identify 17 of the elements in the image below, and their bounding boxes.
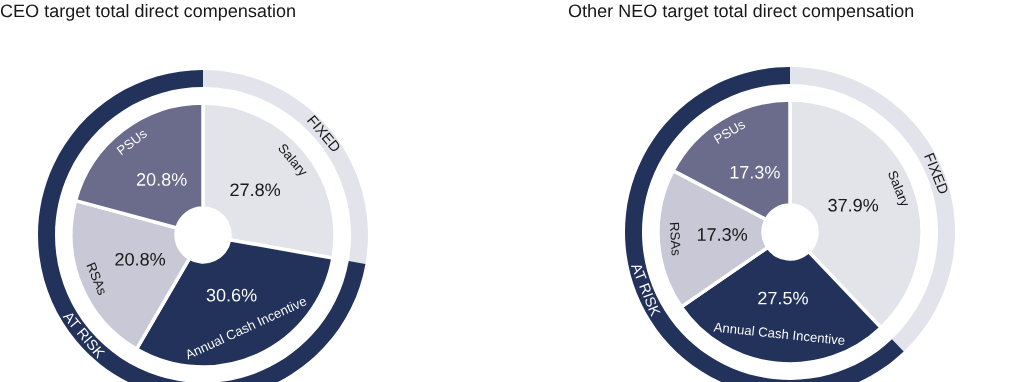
slice-label: RSAs: [86, 262, 108, 296]
slice-label: PSUs: [713, 119, 746, 144]
data-label: 20.8%: [115, 252, 166, 266]
data-label: 37.9%: [828, 198, 879, 212]
data-label: 20.8%: [136, 173, 187, 186]
data-label: 17.3%: [730, 165, 780, 179]
chart-title: Other NEO target total direct compensation: [568, 4, 914, 21]
data-label: 30.6%: [206, 288, 257, 302]
text: AT RISK: [630, 262, 661, 318]
slice-label: RSAs: [669, 222, 681, 256]
chart-title: CEO target total direct compensation: [0, 4, 295, 21]
data-label: 27.5%: [758, 291, 808, 305]
text: FIXED: [924, 152, 949, 195]
slice-label: Salary: [885, 169, 911, 209]
data-label: 27.8%: [230, 183, 281, 197]
slice-label: Annual Cash Incentive: [713, 321, 846, 346]
data-label: 17.3%: [697, 228, 748, 241]
